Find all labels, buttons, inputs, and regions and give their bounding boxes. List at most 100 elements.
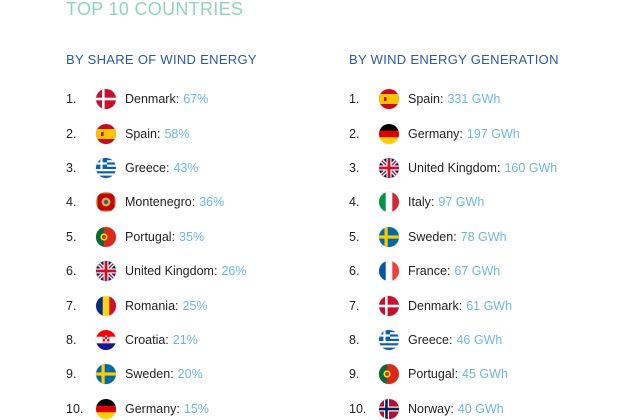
generation-value: 78 GWh <box>460 229 507 244</box>
rank: 2. <box>66 126 77 141</box>
share-row-7: 7. Romania: 25% <box>66 288 366 322</box>
generation-row-6: 6. France: 67 GWh <box>349 254 630 288</box>
france-flag-icon <box>379 261 399 282</box>
generation-column: BY WIND ENERGY GENERATION 1. Spain: 331 … <box>349 52 630 420</box>
rank: 9. <box>66 367 77 382</box>
share-row-10: 10. Germany: 15% <box>66 392 366 420</box>
rank: 9. <box>349 367 360 382</box>
generation-value: 97 GWh <box>438 195 485 210</box>
country-name: Italy <box>408 195 431 210</box>
uk-flag-icon <box>96 261 116 282</box>
share-row-1: 1. Denmark: 67% <box>66 82 366 116</box>
country-name: Portugal <box>408 367 455 382</box>
colon: : <box>156 126 161 141</box>
share-list: 1. Denmark: 67% 2. Spain: 58% 3. Greece:… <box>66 82 366 420</box>
colon: : <box>496 160 501 175</box>
germany-flag-icon <box>96 398 116 419</box>
country-name: Spain <box>125 126 157 141</box>
greece-flag-icon <box>379 329 399 350</box>
generation-row-8: 8. Greece: 46 GWh <box>349 323 630 357</box>
colon: : <box>459 126 463 141</box>
colon: : <box>175 298 179 313</box>
share-value: 15% <box>183 401 209 416</box>
rank: 4. <box>349 195 360 210</box>
share-row-9: 9. Sweden: 20% <box>66 357 366 391</box>
generation-row-7: 7. Denmark: 61 GWh <box>349 288 630 322</box>
colon: : <box>191 195 196 210</box>
share-value: 36% <box>199 195 225 210</box>
country-name: Denmark <box>408 298 459 313</box>
generation-row-5: 5. Sweden: 78 GWh <box>349 220 630 254</box>
colon: : <box>170 367 174 382</box>
colon: : <box>213 264 218 279</box>
generation-heading: BY WIND ENERGY GENERATION <box>349 52 559 67</box>
sweden-flag-icon <box>96 364 116 385</box>
generation-value: 160 GWh <box>504 160 558 175</box>
rank: 8. <box>66 332 77 347</box>
share-value: 20% <box>177 367 203 382</box>
croatia-flag-icon <box>96 329 116 350</box>
country-name: Denmark <box>125 92 176 107</box>
colon: : <box>166 160 170 175</box>
share-column: BY SHARE OF WIND ENERGY 1. Denmark: 67% … <box>66 52 366 420</box>
generation-row-3: 3. United Kingdom: 160 GWh <box>349 151 630 185</box>
rank: 6. <box>349 264 360 279</box>
colon: : <box>176 401 180 416</box>
colon: : <box>450 401 454 416</box>
spain-flag-icon <box>379 89 399 110</box>
generation-value: 331 GWh <box>447 92 501 107</box>
generation-row-4: 4. Italy: 97 GWh <box>349 185 630 219</box>
denmark-flag-icon <box>379 295 399 316</box>
generation-list: 1. Spain: 331 GWh 2. Germany: 197 GWh 3.… <box>349 82 630 420</box>
share-value: 43% <box>173 160 199 175</box>
generation-value: 45 GWh <box>462 367 508 382</box>
generation-value: 67 GWh <box>454 264 501 279</box>
colon: : <box>171 229 176 244</box>
sweden-flag-icon <box>379 226 399 247</box>
rank: 6. <box>66 264 77 279</box>
colon: : <box>458 298 463 313</box>
country-name: Croatia <box>125 332 166 347</box>
country-name: Germany <box>125 401 177 416</box>
share-row-5: 5. Portugal: 35% <box>66 220 366 254</box>
greece-flag-icon <box>96 157 116 178</box>
colon: : <box>453 229 457 244</box>
rank: 5. <box>66 229 77 244</box>
rank: 2. <box>349 126 360 141</box>
spain-flag-icon <box>96 123 116 144</box>
colon: : <box>449 332 453 347</box>
share-row-2: 2. Spain: 58% <box>66 116 366 150</box>
colon: : <box>439 92 444 107</box>
country-name: Sweden <box>125 367 171 382</box>
share-row-8: 8. Croatia: 21% <box>66 323 366 357</box>
country-name: Norway <box>408 401 451 416</box>
norway-flag-icon <box>379 398 399 419</box>
colon: : <box>175 92 180 107</box>
country-name: France <box>408 264 447 279</box>
generation-row-10: 10. Norway: 40 GWh <box>349 392 630 420</box>
country-name: Spain <box>408 92 440 107</box>
colon: : <box>430 195 435 210</box>
share-value: 26% <box>221 264 247 279</box>
share-row-6: 6. United Kingdom: 26% <box>66 254 366 288</box>
rank: 3. <box>66 160 77 175</box>
share-value: 67% <box>183 92 209 107</box>
rank: 10. <box>66 401 84 416</box>
country-name: Romania <box>125 298 176 313</box>
generation-row-2: 2. Germany: 197 GWh <box>349 116 630 150</box>
colon: : <box>165 332 169 347</box>
rank: 4. <box>66 195 77 210</box>
country-name: Sweden <box>408 229 454 244</box>
share-row-4: 4. Montenegro: 36% <box>66 185 366 219</box>
country-name: Greece <box>125 160 166 175</box>
country-name: Greece <box>408 332 449 347</box>
country-name: United Kingdom <box>408 160 497 175</box>
generation-value: 46 GWh <box>456 332 503 347</box>
rank: 1. <box>349 92 360 107</box>
denmark-flag-icon <box>96 89 116 110</box>
uk-flag-icon <box>379 157 399 178</box>
share-value: 25% <box>182 298 208 313</box>
page-title: TOP 10 COUNTRIES <box>66 0 244 19</box>
share-heading: BY SHARE OF WIND ENERGY <box>66 52 257 67</box>
rank: 5. <box>349 229 360 244</box>
